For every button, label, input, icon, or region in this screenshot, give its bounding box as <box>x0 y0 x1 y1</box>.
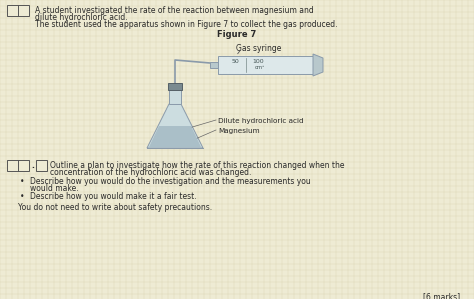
Bar <box>218 56 313 74</box>
Polygon shape <box>149 126 201 147</box>
Text: 1: 1 <box>39 161 44 170</box>
Text: 50: 50 <box>232 59 240 64</box>
Text: Magnesium: Magnesium <box>218 128 260 134</box>
Text: Outline a plan to investigate how the rate of this reaction changed when the: Outline a plan to investigate how the ra… <box>50 161 345 170</box>
Text: dilute hydrochloric acid.: dilute hydrochloric acid. <box>35 13 128 22</box>
Text: 7: 7 <box>20 161 26 170</box>
Text: 100: 100 <box>252 59 264 64</box>
Text: You do not need to write about safety precautions.: You do not need to write about safety pr… <box>18 203 212 212</box>
Text: concentration of the hydrochloric acid was changed.: concentration of the hydrochloric acid w… <box>50 168 251 177</box>
Text: would make.: would make. <box>30 184 79 193</box>
Text: Describe how you would make it a fair test.: Describe how you would make it a fair te… <box>30 192 197 201</box>
Text: cm³: cm³ <box>255 65 265 70</box>
Text: •: • <box>20 177 25 186</box>
Text: •: • <box>20 192 25 201</box>
Polygon shape <box>147 104 203 148</box>
Text: [6 marks]: [6 marks] <box>423 292 460 299</box>
Text: .: . <box>31 161 34 170</box>
Text: 0: 0 <box>9 161 14 170</box>
Text: 7: 7 <box>20 7 26 16</box>
Bar <box>169 88 181 104</box>
Bar <box>7 160 29 171</box>
Text: The student used the apparatus shown in Figure 7 to collect the gas produced.: The student used the apparatus shown in … <box>35 20 337 29</box>
Bar <box>210 62 218 68</box>
Text: Gas syringe: Gas syringe <box>236 44 282 53</box>
Bar <box>36 160 47 171</box>
Text: A student investigated the rate of the reaction between magnesium and: A student investigated the rate of the r… <box>35 6 314 15</box>
Bar <box>7 5 29 16</box>
Polygon shape <box>313 54 323 76</box>
Text: Figure 7: Figure 7 <box>218 30 256 39</box>
Text: 0: 0 <box>10 7 15 16</box>
Bar <box>168 83 182 90</box>
Text: Dilute hydrochloric acid: Dilute hydrochloric acid <box>218 118 304 124</box>
Text: Describe how you would do the investigation and the measurements you: Describe how you would do the investigat… <box>30 177 311 186</box>
